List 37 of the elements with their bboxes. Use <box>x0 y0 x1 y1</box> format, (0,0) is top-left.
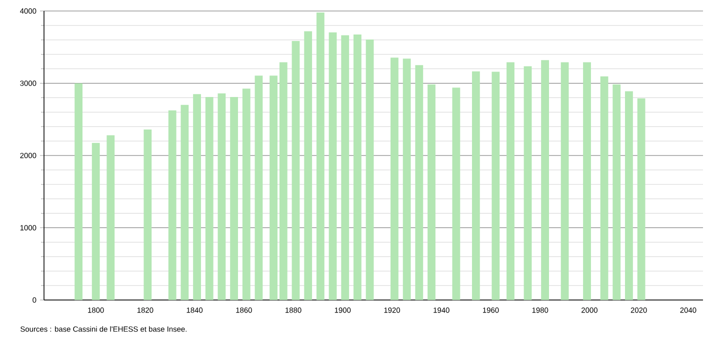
bar <box>230 96 238 300</box>
bar <box>341 35 350 300</box>
bar <box>583 62 591 300</box>
bar <box>428 84 436 300</box>
bar <box>218 93 226 300</box>
bar <box>316 12 324 300</box>
bar <box>625 91 633 300</box>
bar <box>492 72 500 300</box>
bar <box>74 83 83 300</box>
bar <box>366 40 374 300</box>
bar <box>560 62 569 300</box>
bar <box>270 76 278 300</box>
bar <box>168 110 176 300</box>
bar <box>612 84 621 300</box>
bar <box>541 60 549 300</box>
bar <box>92 142 100 300</box>
bar <box>524 66 532 300</box>
bar <box>193 94 201 300</box>
bar <box>402 58 411 300</box>
bar <box>205 96 214 300</box>
bar <box>279 62 288 300</box>
bar <box>304 31 312 300</box>
bar <box>415 65 424 300</box>
bar <box>328 32 337 300</box>
bar <box>292 40 300 300</box>
bar <box>242 88 250 300</box>
bar <box>180 104 189 300</box>
bar <box>144 129 152 300</box>
bar <box>600 76 608 300</box>
bar <box>637 98 646 300</box>
bar <box>254 76 263 300</box>
bar <box>472 71 480 300</box>
bar <box>452 88 460 300</box>
bar <box>106 135 115 300</box>
bar <box>390 58 398 300</box>
bar <box>506 62 514 300</box>
bar <box>354 34 362 300</box>
